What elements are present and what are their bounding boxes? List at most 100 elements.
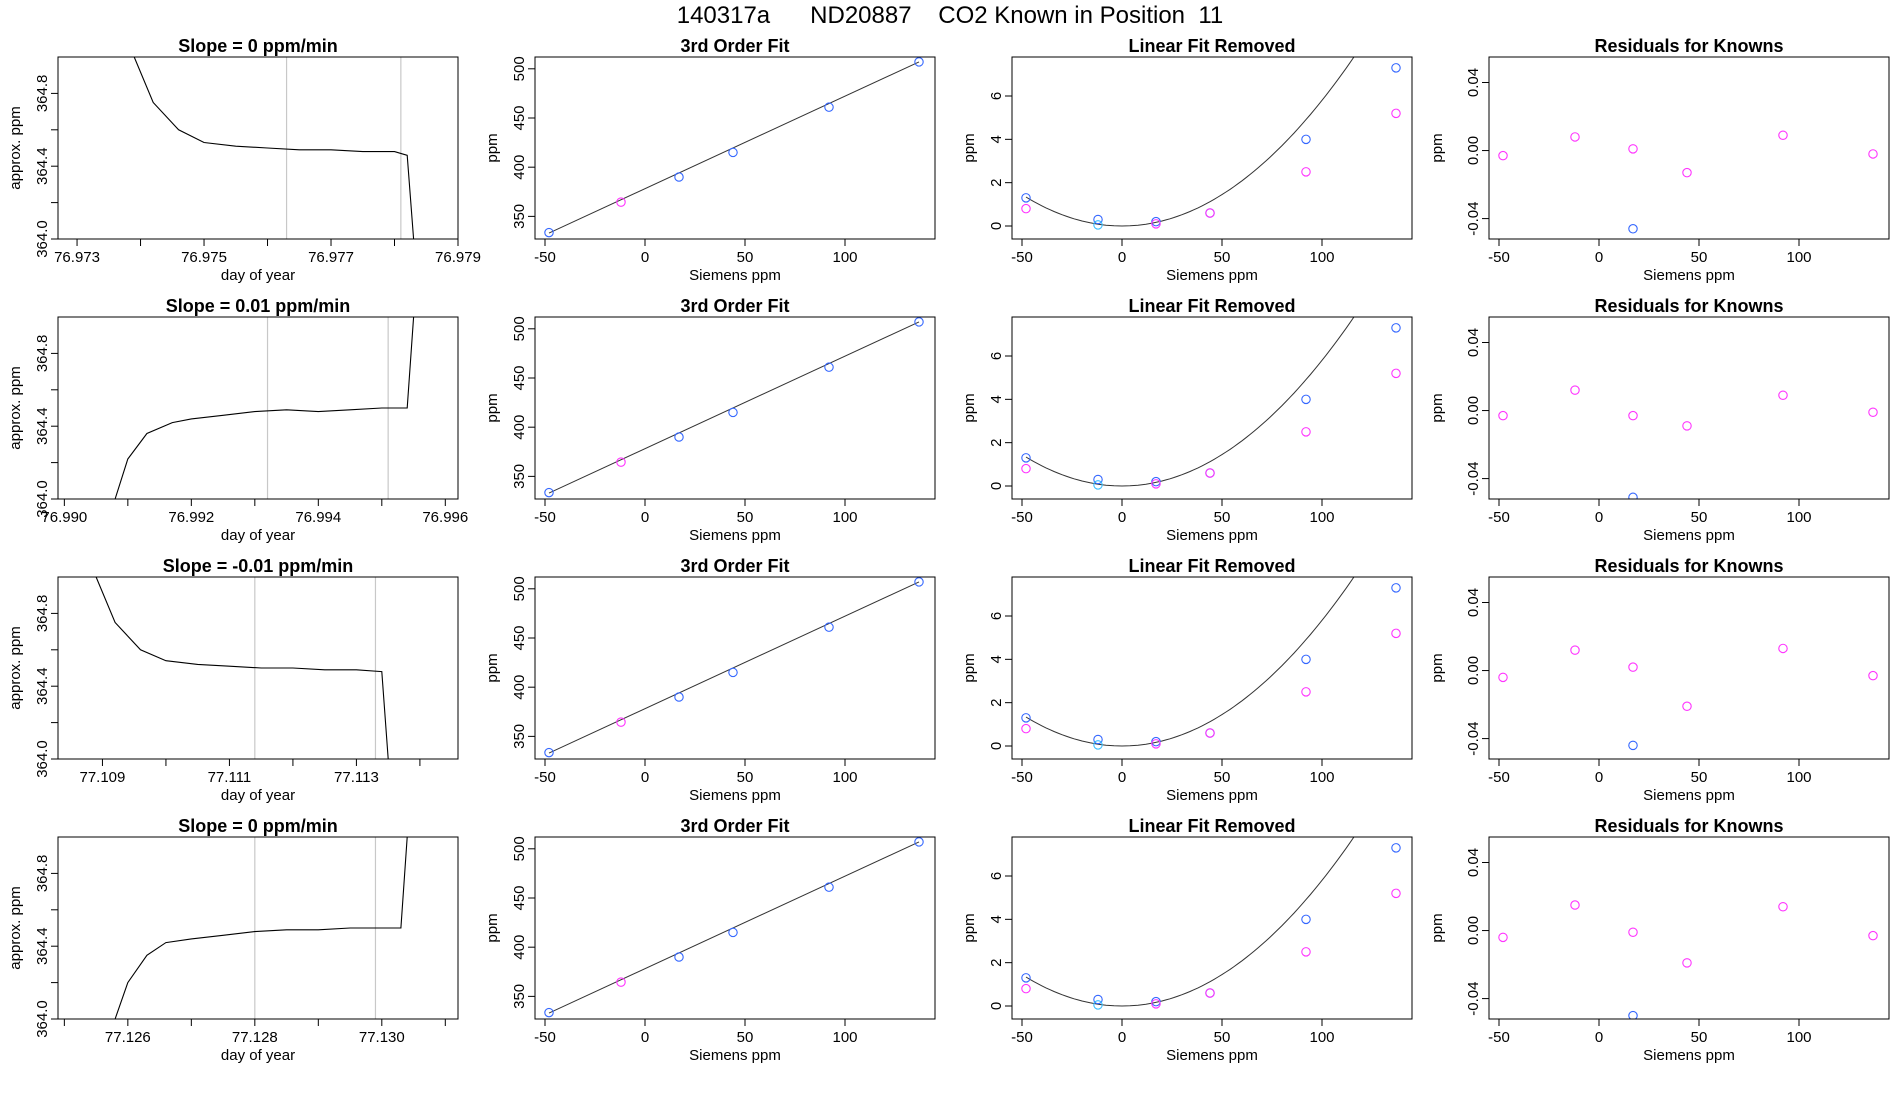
y-tick-label: 500 [511,56,528,81]
x-tick-label: 50 [1214,1029,1231,1046]
y-axis-label: ppm [484,393,501,422]
x-tick-label: 50 [737,1029,754,1046]
x-tick-label: 77.128 [232,1029,278,1046]
x-tick-label: 76.977 [308,249,354,266]
y-axis-label: ppm [1429,393,1446,422]
data-point [1021,983,1031,994]
data-point [1778,130,1788,140]
data-point [1301,134,1311,145]
plot-frame [1488,836,1890,1020]
series-line [133,57,415,239]
x-tick-label: 77.113 [334,769,379,786]
data-point [1093,480,1103,490]
x-tick-label: -50 [1488,769,1510,786]
data-point [1301,427,1311,437]
plot-area [544,57,924,238]
data-point [1498,150,1508,161]
y-axis-label: ppm [484,653,501,682]
data-point [1301,394,1311,405]
panel-linear-removed-row-2: Linear Fit Removed -50 0 50 100 Siemens ppm 0 2… [961,296,1413,544]
panel-fit-row-2: 3rd Order Fit -50 0 50 100 Siemens ppm 350 400 4… [484,296,936,544]
x-tick-label: 50 [737,509,754,526]
panel-title: Linear Fit Removed [1128,556,1295,576]
panel-title: 3rd Order Fit [680,36,789,56]
data-point [824,102,834,112]
y-tick-label: 2 [988,958,1005,966]
x-axis-label: day of year [221,1047,295,1064]
data-point [1021,193,1031,203]
x-axis-label: Siemens ppm [689,267,781,284]
x-tick-label: 0 [1118,1029,1126,1046]
plot-area [1021,837,1401,1010]
data-point [1093,1000,1103,1010]
x-tick-label: -50 [534,509,556,526]
y-tick-label: 4 [988,135,1005,143]
y-tick-label: 364.0 [34,220,51,258]
x-axis-label: Siemens ppm [1166,527,1258,544]
y-tick-label: -0.04 [1465,461,1482,495]
x-tick-label: 0 [1118,249,1126,266]
x-tick-label: 77.111 [208,769,252,786]
x-tick-label: 50 [737,769,754,786]
y-tick-label: 364.4 [34,667,51,705]
panel-fit-row-4: 3rd Order Fit -50 0 50 100 Siemens ppm 350 400 4… [484,816,936,1064]
data-point [824,622,834,632]
data-point [616,197,626,207]
data-point [1628,224,1638,234]
y-tick-label: 364.8 [34,855,51,893]
y-tick-label: 0.00 [1465,396,1482,425]
data-point [1093,994,1103,1005]
y-axis-label: ppm [961,393,978,422]
x-tick-label: 77.126 [105,1029,151,1046]
y-axis-label: ppm [961,653,978,682]
x-tick-label: 76.973 [54,249,100,266]
plot-area [544,837,924,1018]
data-point [1205,728,1215,738]
panel-residuals-row-2: Residuals for Knowns -50 0 50 100 Siemens ppm… [1429,296,1890,544]
plot-frame [1488,316,1890,500]
plot-area [133,57,415,239]
y-tick-label: 450 [511,365,528,390]
panel-title: Linear Fit Removed [1128,36,1295,56]
y-tick-label: 364.0 [34,480,51,518]
x-tick-label: 0 [1595,769,1603,786]
y-tick-label: 450 [511,885,528,910]
x-tick-label: 50 [1691,249,1708,266]
y-axis-label: ppm [1429,133,1446,162]
data-point [914,837,924,847]
panel-fit-row-1: 3rd Order Fit -50 0 50 100 Siemens ppm 350 400 4… [484,36,936,284]
x-tick-label: 100 [1309,769,1334,786]
data-point [1391,843,1401,853]
data-point [544,747,554,758]
fit-curve [1025,577,1355,747]
y-tick-label: 450 [511,105,528,130]
data-point [1205,208,1215,218]
x-tick-label: 0 [641,509,649,526]
plot-area [114,837,408,1019]
x-tick-label: -50 [1488,509,1510,526]
x-axis-label: Siemens ppm [1643,1047,1735,1064]
y-tick-label: 364.4 [34,147,51,185]
plot-area [114,317,415,499]
panel-title: Slope = 0 ppm/min [178,816,338,836]
data-point [1093,740,1103,750]
y-tick-label: 0 [988,222,1005,230]
data-point [1628,740,1638,751]
plot-frame [57,316,459,500]
plot-area [95,577,389,759]
y-tick-label: -0.04 [1465,721,1482,755]
x-axis-label: Siemens ppm [1166,1047,1258,1064]
x-tick-label: 77.109 [79,769,125,786]
data-point [1093,734,1103,745]
x-axis-label: day of year [221,787,295,804]
plot-frame [534,836,936,1020]
data-point [1682,421,1692,431]
y-tick-label: 500 [511,836,528,861]
y-axis-label: approx. ppm [7,106,24,189]
data-point [1498,672,1508,683]
plot-frame [57,836,459,1020]
panel-title: Residuals for Knowns [1594,36,1783,56]
data-point [1868,670,1878,681]
y-axis-label: approx. ppm [7,886,24,969]
x-axis-label: Siemens ppm [1166,787,1258,804]
